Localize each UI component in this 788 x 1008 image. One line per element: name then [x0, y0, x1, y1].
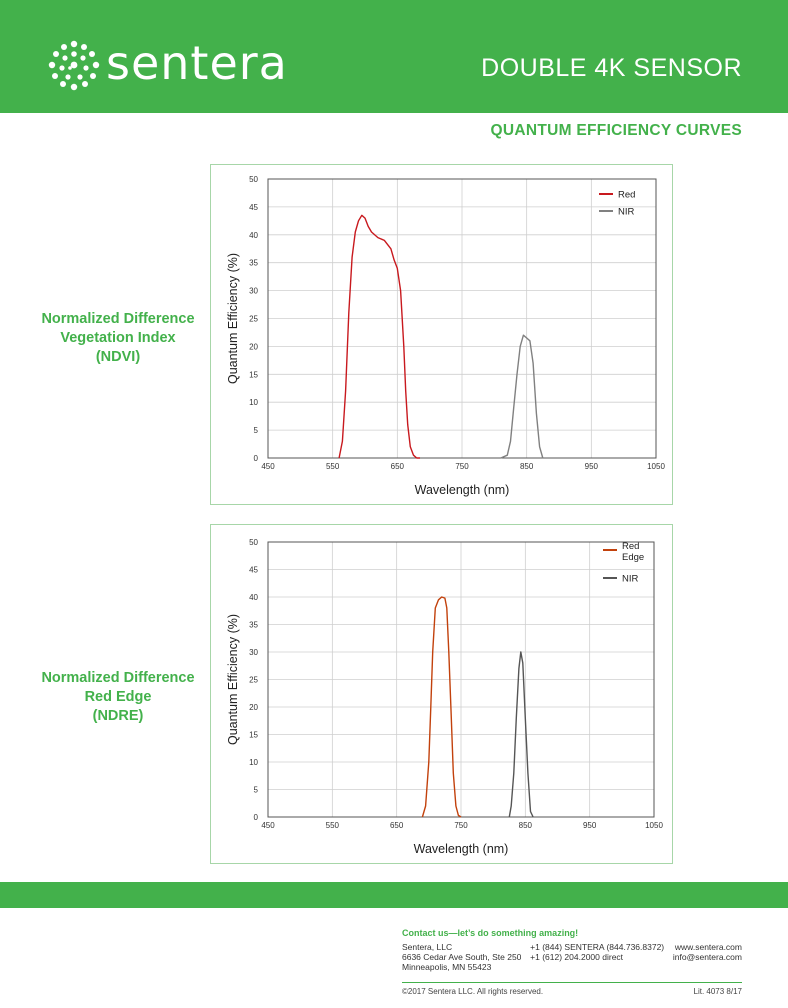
- email-link[interactable]: info@sentera.com: [672, 952, 742, 962]
- ndre-y-tick-label: 25: [249, 676, 258, 685]
- ndre-y-tick-label: 40: [249, 593, 258, 602]
- phone-direct[interactable]: +1 (612) 204.2000 direct: [530, 952, 624, 962]
- ndre-label: Normalized Difference Red Edge (NDRE): [20, 669, 216, 726]
- footer-divider: [402, 982, 742, 983]
- ndvi-x-tick-label: 750: [455, 462, 469, 471]
- ndre-x-tick-label: 750: [454, 821, 468, 830]
- brand-name: sentera: [106, 36, 288, 90]
- ndvi-plot-frame: [267, 178, 657, 459]
- ndvi-y-tick-label: 25: [249, 315, 258, 324]
- ndvi-x-tick-label: 1050: [647, 462, 665, 471]
- ndre-y-tick-label: 10: [249, 758, 258, 767]
- ndre-qe-chart: 450 550 650 750 850 950 1050 0 5 10 15 20 25 30 35 40 45…: [226, 538, 663, 856]
- ndvi-y-tick-label: 30: [249, 287, 258, 296]
- ndre-x-tick-label: 950: [583, 821, 597, 830]
- ndvi-x-axis-label: Wavelength (nm): [415, 483, 510, 497]
- ndre-x-tick-label: 1050: [645, 821, 663, 830]
- ndre-y-axis-label: Quantum Efficiency (%): [226, 614, 240, 745]
- ndvi-y-tick-label: 0: [254, 454, 259, 463]
- ndre-legend-nir-label: NIR: [622, 574, 639, 585]
- ndvi-label-line-3: (NDVI): [95, 349, 141, 365]
- ndvi-y-tick-label: 45: [249, 203, 258, 212]
- ndre-x-tick-label: 850: [519, 821, 533, 830]
- ndvi-chart-panel: 450 550 650 750 850 950 1050 0 5 10 15 20 25 30 35 40 45…: [210, 164, 673, 505]
- ndvi-y-axis-label: Quantum Efficiency (%): [226, 253, 240, 384]
- ndre-x-tick-label: 650: [390, 821, 404, 830]
- ndvi-y-tick-label: 10: [249, 398, 258, 407]
- ndre-legend-red-edge-label: Red Edge: [622, 541, 644, 563]
- ndre-label-line-3: (NDRE): [92, 708, 144, 724]
- web-column: www.sentera.com info@sentera.com: [673, 942, 742, 972]
- ndre-nir-curve: [508, 651, 534, 818]
- ndvi-x-tick-label: 950: [585, 462, 599, 471]
- address-line-2: Minneapolis, MN 55423: [402, 962, 492, 972]
- ndre-y-tick-label: 20: [249, 703, 258, 712]
- address-line-1: 6636 Cedar Ave South, Ste 250: [402, 952, 522, 962]
- ndvi-y-tick-label: 35: [249, 259, 258, 268]
- ndre-x-tick-label: 550: [326, 821, 340, 830]
- ndvi-label: Normalized Difference Vegetation Index (…: [20, 310, 216, 367]
- ndvi-label-line-2: Vegetation Index: [60, 330, 176, 346]
- ndre-chart-panel: 450 550 650 750 850 950 1050 0 5 10 15 20 25 30 35 40 45…: [210, 524, 673, 864]
- ndre-y-tick-label: 35: [249, 621, 258, 630]
- ndre-label-line-2: Red Edge: [84, 689, 152, 705]
- phone-toll-free[interactable]: +1 (844) SENTERA (844.736.8372): [530, 942, 665, 952]
- ndre-y-tick-label: 30: [249, 648, 258, 657]
- ndvi-x-tick-label: 450: [261, 462, 275, 471]
- website-link[interactable]: www.sentera.com: [674, 942, 742, 952]
- ndvi-legend-red-label: Red: [618, 190, 635, 201]
- ndre-y-tick-label: 45: [249, 566, 258, 575]
- contact-heading: Contact us—let’s do something amazing!: [402, 928, 579, 938]
- ndvi-x-tick-label: 650: [391, 462, 405, 471]
- contact-block: Contact us—let’s do something amazing! S…: [402, 928, 742, 996]
- footer-band: [0, 882, 788, 908]
- ndre-y-tick-label: 0: [254, 813, 259, 822]
- ndvi-x-tick-label: 550: [326, 462, 340, 471]
- copyright-text: ©2017 Sentera LLC. All rights reserved.: [402, 987, 544, 996]
- ndvi-label-line-1: Normalized Difference: [41, 311, 195, 327]
- ndvi-red-curve: [338, 214, 420, 459]
- ndvi-y-tick-label: 40: [249, 231, 258, 240]
- ndre-y-tick-label: 5: [254, 786, 259, 795]
- company-name: Sentera, LLC: [402, 942, 453, 952]
- ndvi-y-tick-label: 15: [249, 370, 258, 379]
- sentera-dots-icon: [48, 40, 100, 91]
- literature-number: Lit. 4073 8/17: [693, 987, 742, 996]
- ndre-label-line-1: Normalized Difference: [41, 670, 195, 686]
- ndvi-legend-nir-label: NIR: [618, 207, 635, 218]
- section-title: QUANTUM EFFICIENCY CURVES: [490, 122, 742, 139]
- ndre-x-tick-label: 450: [261, 821, 275, 830]
- ndre-x-axis-label: Wavelength (nm): [414, 842, 509, 856]
- phone-column: +1 (844) SENTERA (844.736.8372) +1 (612)…: [530, 942, 664, 972]
- ndvi-y-tick-label: 50: [249, 175, 258, 184]
- address-column: Sentera, LLC 6636 Cedar Ave South, Ste 2…: [402, 942, 521, 972]
- ndvi-nir-curve: [500, 334, 544, 459]
- ndvi-qe-chart: 450 550 650 750 850 950 1050 0 5 10 15 20 25 30 35 40 45…: [226, 175, 665, 497]
- document-title: DOUBLE 4K SENSOR: [481, 54, 742, 82]
- header-bar: sentera DOUBLE 4K SENSOR: [0, 0, 788, 113]
- ndvi-y-tick-label: 20: [249, 342, 258, 351]
- sentera-logo: sentera: [46, 36, 288, 94]
- ndre-red-edge-curve: [421, 596, 462, 818]
- ndvi-y-tick-label: 5: [254, 426, 259, 435]
- ndvi-x-tick-label: 850: [520, 462, 534, 471]
- ndre-y-tick-label: 50: [249, 538, 258, 547]
- ndre-y-tick-label: 15: [249, 731, 258, 740]
